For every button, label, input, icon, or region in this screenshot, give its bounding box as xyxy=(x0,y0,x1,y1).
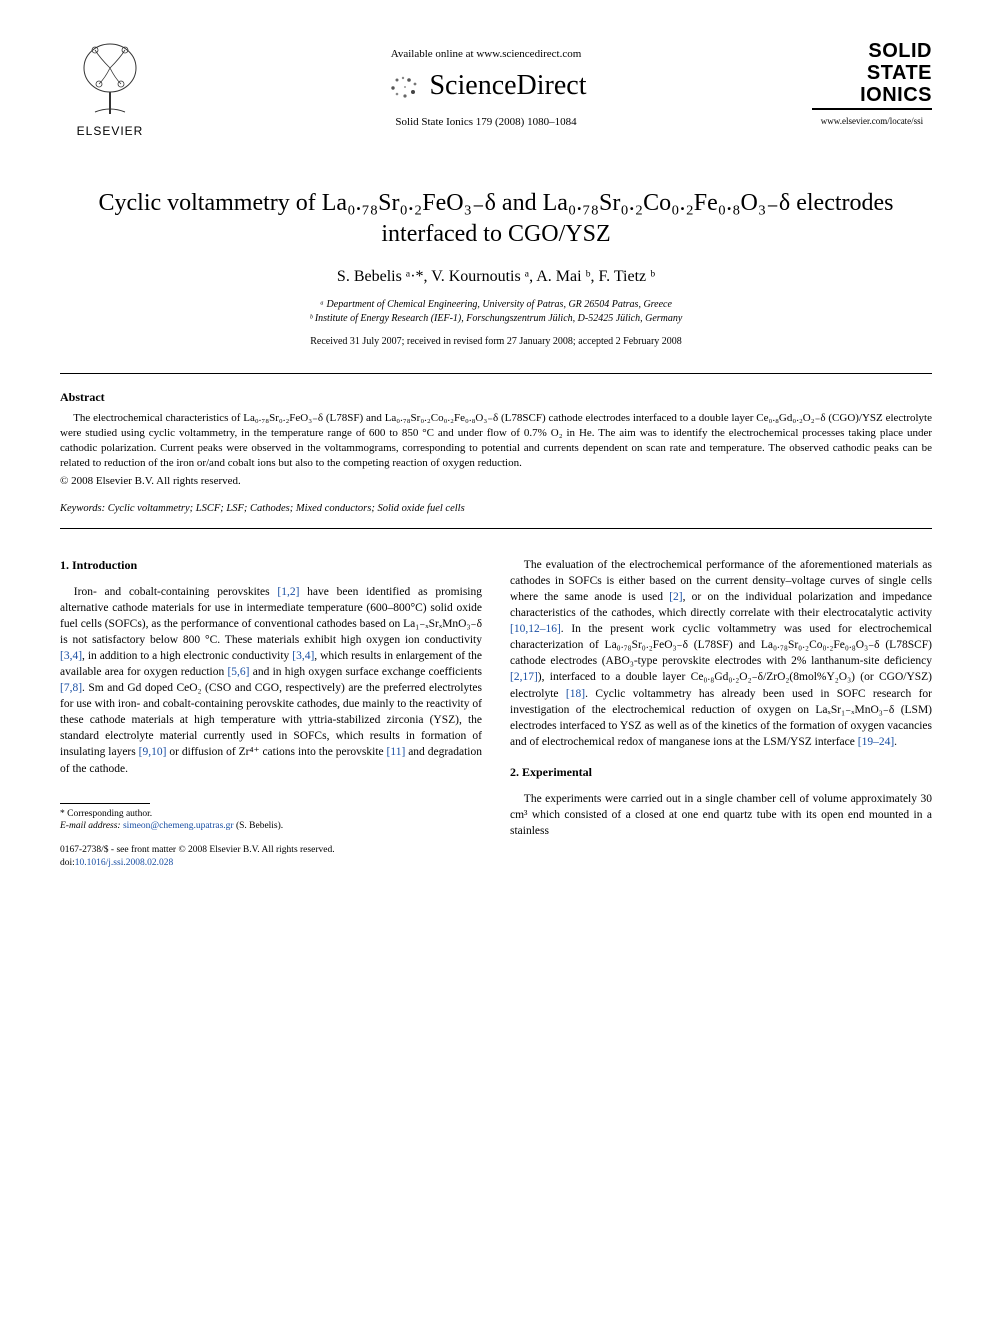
authors-line: S. Bebelis ᵃ·*, V. Kournoutis ᵃ, A. Mai … xyxy=(60,268,932,286)
journal-underline xyxy=(812,108,932,110)
affiliation-b: ᵇ Institute of Energy Research (IEF-1), … xyxy=(60,312,932,326)
article-dates: Received 31 July 2007; received in revis… xyxy=(60,336,932,347)
platform-name: ScienceDirect xyxy=(429,70,586,101)
sciencedirect-swirl-icon xyxy=(385,72,425,104)
ref-9-10[interactable]: [9,10] xyxy=(139,746,167,758)
page-header: ELSEVIER Available online at www.science… xyxy=(60,40,932,138)
article-title: Cyclic voltammetry of La₀.₇₈Sr₀.₂FeO₃₋δ … xyxy=(60,188,932,250)
column-right: The evaluation of the electrochemical pe… xyxy=(510,557,932,869)
ref-5-6[interactable]: [5,6] xyxy=(227,666,249,678)
ref-11[interactable]: [11] xyxy=(387,746,406,758)
affiliations: ᵃ Department of Chemical Engineering, Un… xyxy=(60,298,932,326)
ref-1-2[interactable]: [1,2] xyxy=(277,586,299,598)
corr-email-line: E-mail address: simeon@chemeng.upatras.g… xyxy=(60,820,482,832)
journal-word-2: STATE xyxy=(812,62,932,84)
doi-line: doi:10.1016/j.ssi.2008.02.028 xyxy=(60,857,482,869)
journal-url: www.elsevier.com/locate/ssi xyxy=(812,116,932,126)
journal-word-1: SOLID xyxy=(812,40,932,62)
affiliation-a: ᵃ Department of Chemical Engineering, Un… xyxy=(60,298,932,312)
citation-line: Solid State Ionics 179 (2008) 1080–1084 xyxy=(160,116,812,128)
email-label: E-mail address: xyxy=(60,821,121,831)
journal-name: SOLID STATE IONICS xyxy=(812,40,932,106)
front-matter-line: 0167-2738/$ - see front matter © 2008 El… xyxy=(60,844,482,856)
center-header-block: Available online at www.sciencedirect.co… xyxy=(160,40,812,128)
section-2-heading: 2. Experimental xyxy=(510,764,932,781)
abstract-heading: Abstract xyxy=(60,390,932,405)
rule-top xyxy=(60,373,932,374)
section-1-heading: 1. Introduction xyxy=(60,557,482,574)
ref-18[interactable]: [18] xyxy=(566,688,585,700)
ref-7-8[interactable]: [7,8] xyxy=(60,682,82,694)
rule-bottom xyxy=(60,528,932,529)
keywords-label: Keywords: xyxy=(60,503,105,514)
journal-word-3: IONICS xyxy=(812,84,932,106)
corresponding-author-footnote: * Corresponding author. E-mail address: … xyxy=(60,808,482,833)
sciencedirect-logo: ScienceDirect xyxy=(160,70,812,104)
ref-3-4b[interactable]: [3,4] xyxy=(292,650,314,662)
ref-3-4a[interactable]: [3,4] xyxy=(60,650,82,662)
abstract-section: Abstract The electrochemical characteris… xyxy=(60,390,932,486)
journal-logo-block: SOLID STATE IONICS www.elsevier.com/loca… xyxy=(812,40,932,126)
elsevier-tree-icon xyxy=(75,40,145,120)
keywords-line: Keywords: Cyclic voltammetry; LSCF; LSF;… xyxy=(60,503,932,514)
title-block: Cyclic voltammetry of La₀.₇₈Sr₀.₂FeO₃₋δ … xyxy=(60,168,932,363)
bottom-meta: 0167-2738/$ - see front matter © 2008 El… xyxy=(60,844,482,869)
experimental-paragraph: The experiments were carried out in a si… xyxy=(510,791,932,839)
email-link[interactable]: simeon@chemeng.upatras.gr xyxy=(123,821,234,831)
publisher-label: ELSEVIER xyxy=(77,124,144,138)
email-name: (S. Bebelis). xyxy=(236,821,283,831)
right-paragraph-1: The evaluation of the electrochemical pe… xyxy=(510,557,932,750)
footnote-separator xyxy=(60,803,150,804)
body-columns: 1. Introduction Iron- and cobalt-contain… xyxy=(60,557,932,869)
publisher-logo-block: ELSEVIER xyxy=(60,40,160,138)
ref-10-12-16[interactable]: [10,12–16] xyxy=(510,623,561,635)
ref-2-17[interactable]: [2,17] xyxy=(510,671,538,683)
ref-2[interactable]: [2] xyxy=(669,591,682,603)
copyright-line: © 2008 Elsevier B.V. All rights reserved… xyxy=(60,475,932,487)
doi-label: doi: xyxy=(60,858,75,868)
column-left: 1. Introduction Iron- and cobalt-contain… xyxy=(60,557,482,869)
ref-19-24[interactable]: [19–24] xyxy=(858,736,894,748)
abstract-body: The electrochemical characteristics of L… xyxy=(60,411,932,470)
keywords-list: Cyclic voltammetry; LSCF; LSF; Cathodes;… xyxy=(108,503,465,514)
available-online-text: Available online at www.sciencedirect.co… xyxy=(160,48,812,60)
corr-author-label: * Corresponding author. xyxy=(60,808,482,820)
doi-link[interactable]: 10.1016/j.ssi.2008.02.028 xyxy=(75,858,173,868)
intro-paragraph: Iron- and cobalt-containing perovskites … xyxy=(60,584,482,777)
